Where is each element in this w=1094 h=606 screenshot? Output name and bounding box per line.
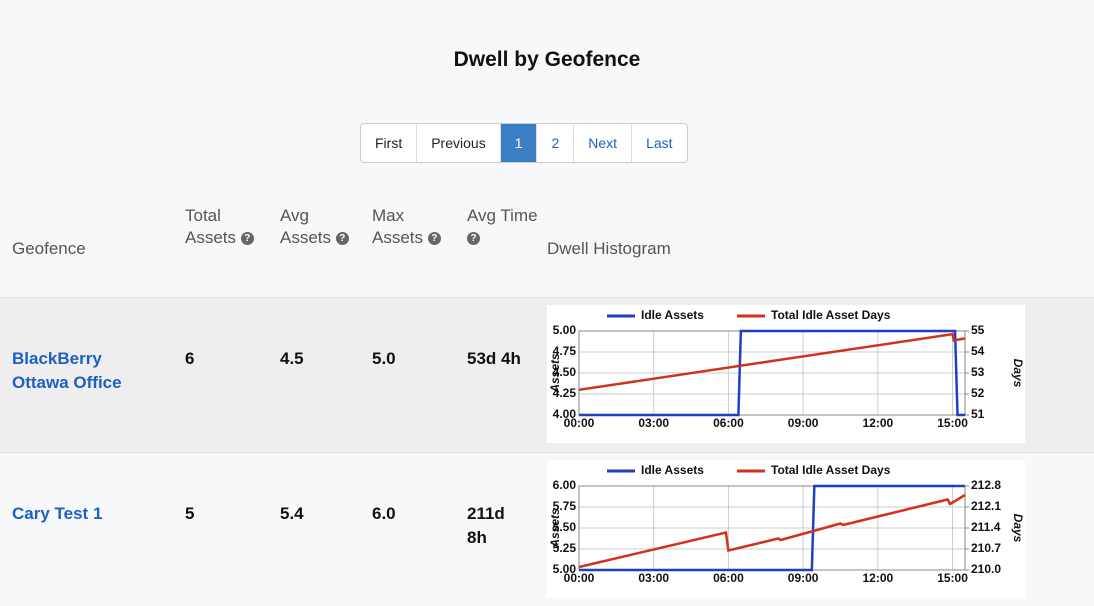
y-tick-label: 5.00 xyxy=(553,323,577,337)
help-icon[interactable]: ? xyxy=(240,232,254,246)
x-tick-label: 06:00 xyxy=(713,571,744,585)
page-button[interactable]: First xyxy=(375,135,403,151)
help-icon[interactable]: ? xyxy=(427,232,441,246)
y-tick-label: 6.00 xyxy=(553,478,577,492)
series-line xyxy=(579,329,965,417)
x-tick-label: 15:00 xyxy=(937,416,968,430)
column-header: Geofence xyxy=(12,238,152,260)
page-button[interactable]: 1 xyxy=(499,124,537,162)
series-line xyxy=(578,332,966,392)
y2-tick-label: 212.1 xyxy=(971,499,1001,513)
series-line xyxy=(578,493,966,569)
max-assets: 5.0 xyxy=(372,349,396,368)
y2-tick-label: 211.4 xyxy=(971,520,1001,534)
x-tick-label: 00:00 xyxy=(564,416,595,430)
column-header: Dwell Histogram xyxy=(547,238,747,260)
y-tick-label: 4.75 xyxy=(553,344,577,358)
page-button[interactable]: Last xyxy=(631,124,686,162)
dwell-chart: 00:00 03:00 06:00 09:00 12:00 15:00 5.00 5.25 5.… xyxy=(547,460,1025,598)
header-text: Total Assets xyxy=(185,206,237,247)
max-assets: 6.0 xyxy=(372,504,396,523)
y2-tick-label: 54 xyxy=(971,344,985,358)
y-tick-label: 5.75 xyxy=(553,499,577,513)
page-button[interactable]: Previous xyxy=(416,124,499,162)
page-button[interactable]: Next xyxy=(573,124,631,162)
legend-label: Idle Assets xyxy=(641,463,704,477)
x-tick-label: 12:00 xyxy=(862,416,893,430)
y2-tick-label: 52 xyxy=(971,386,985,400)
header-text: Avg Assets xyxy=(280,206,332,247)
y-tick-label: 4.00 xyxy=(553,407,577,421)
header-text: Avg Time xyxy=(467,206,538,225)
geofence[interactable]: Cary Test 1 xyxy=(12,504,103,523)
x-tick-label: 06:00 xyxy=(713,416,744,430)
x-tick-label: 03:00 xyxy=(638,416,669,430)
y2-tick-label: 55 xyxy=(971,323,985,337)
x-tick-label: 09:00 xyxy=(788,416,819,430)
y2-tick-label: 51 xyxy=(971,407,985,421)
header-text: Max Assets xyxy=(372,206,424,247)
legend-label: Total Idle Asset Days xyxy=(771,463,891,477)
help-icon[interactable]: ? xyxy=(335,232,349,246)
column-header: Avg Assets ? xyxy=(280,205,350,249)
page-button[interactable]: 2 xyxy=(536,124,573,162)
x-tick-label: 09:00 xyxy=(788,571,819,585)
column-header: Total Assets ? xyxy=(185,205,275,249)
y-tick-label: 4.25 xyxy=(553,386,577,400)
total-assets: 5 xyxy=(185,504,195,523)
avg-time: 53d 4h xyxy=(467,349,521,368)
series-line xyxy=(579,484,965,572)
x-tick-label: 03:00 xyxy=(638,571,669,585)
y2-tick-label: 212.8 xyxy=(971,478,1001,492)
column-header: Max Assets ? xyxy=(372,205,442,249)
avg-time: 211d 8h xyxy=(467,504,505,547)
y-tick-label: 5.00 xyxy=(553,562,577,576)
total-assets: 6 xyxy=(185,349,195,368)
legend-label: Idle Assets xyxy=(641,308,704,322)
page-title: Dwell by Geofence xyxy=(453,48,641,71)
y-tick-label: 5.50 xyxy=(553,520,577,534)
y2-tick-label: 53 xyxy=(971,365,985,379)
y2-axis-label: Days xyxy=(1011,359,1025,388)
y-tick-label: 5.25 xyxy=(553,541,577,555)
help-icon[interactable]: ? xyxy=(467,232,480,246)
legend-label: Total Idle Asset Days xyxy=(771,308,891,322)
x-tick-label: 00:00 xyxy=(564,571,595,585)
geofence[interactable]: BlackBerry Ottawa Office xyxy=(12,349,122,392)
dwell-chart: 00:00 03:00 06:00 09:00 12:00 15:00 4.00 4.25 4.… xyxy=(547,305,1025,443)
header-text: Dwell Histogram xyxy=(547,239,671,258)
y2-tick-label: 210.0 xyxy=(971,562,1001,576)
x-tick-label: 15:00 xyxy=(937,571,968,585)
column-header: Avg Time ? xyxy=(467,205,547,249)
y-axis-label: Assets xyxy=(548,353,562,394)
y-axis-label: Assets xyxy=(548,508,562,549)
avg-assets: 4.5 xyxy=(280,349,304,368)
pagination: First Previous 1 2 Next Last xyxy=(360,123,688,163)
y2-axis-label: Days xyxy=(1011,514,1025,543)
avg-assets: 5.4 xyxy=(280,504,304,523)
y-tick-label: 4.50 xyxy=(553,365,577,379)
y2-tick-label: 210.7 xyxy=(971,541,1001,555)
header-text: Geofence xyxy=(12,239,86,258)
x-tick-label: 12:00 xyxy=(862,571,893,585)
